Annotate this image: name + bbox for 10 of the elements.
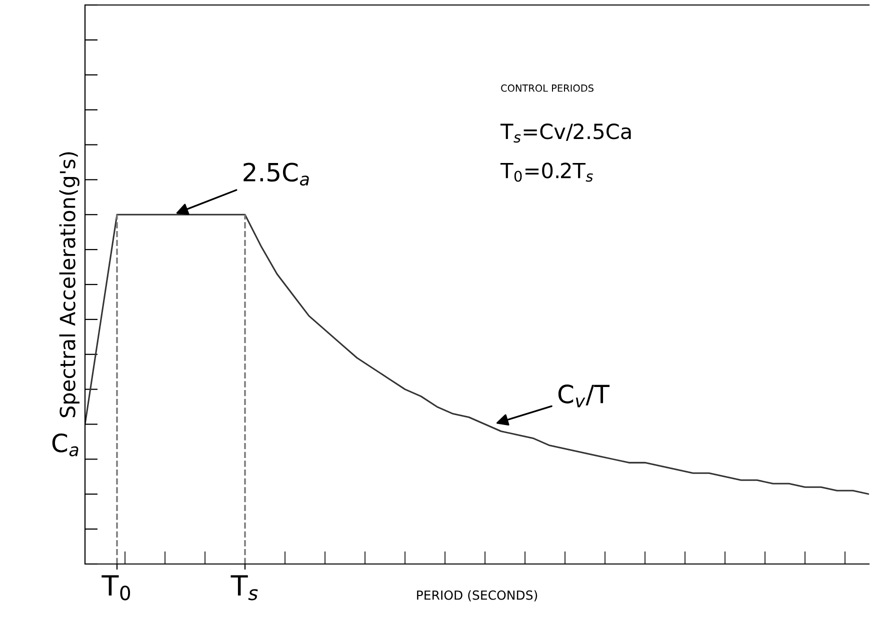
text: 2.5C$_{a}$ [244, 162, 309, 186]
text: T$_{0}$=0.2T$_{s}$ [500, 162, 593, 182]
y-axis-title: Spectral Acceleration(g's) [59, 152, 80, 418]
text: T$_{s}$=Cv/2.5Ca [500, 124, 631, 143]
x-tick-label: T$_{s}$ [230, 575, 258, 600]
text: C$_{a}$ [52, 433, 78, 456]
x-axis-title: PERIOD (SECONDS) [417, 590, 538, 602]
text: CONTROL PERIODS [501, 84, 594, 92]
annotation: C$_{v}$/T [558, 384, 610, 408]
x-tick-label: T$_{0}$ [102, 575, 130, 600]
